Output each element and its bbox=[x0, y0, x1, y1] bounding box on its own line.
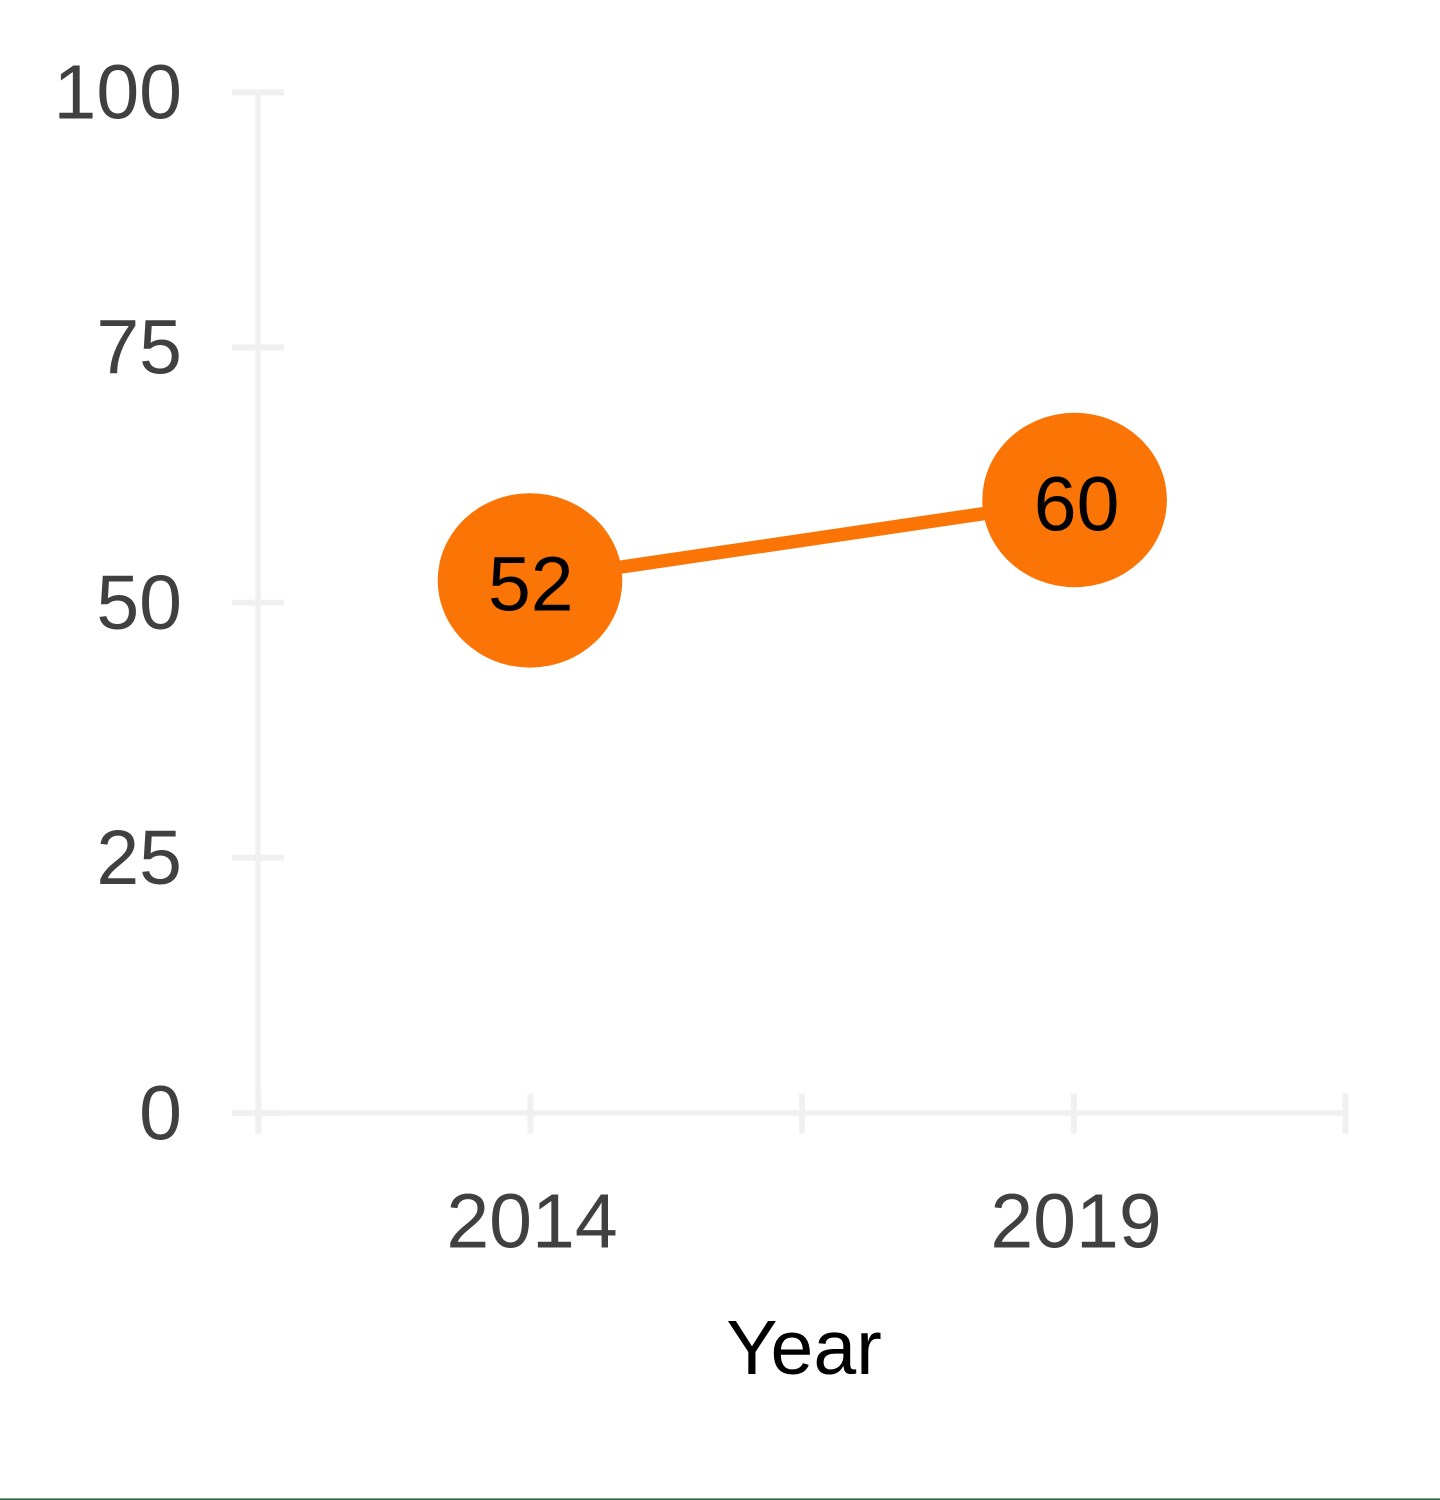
svg-text:25: 25 bbox=[96, 815, 182, 901]
svg-text:100: 100 bbox=[54, 50, 182, 136]
svg-text:52: 52 bbox=[488, 542, 574, 628]
svg-text:Year: Year bbox=[726, 1305, 882, 1391]
svg-text:2014: 2014 bbox=[446, 1179, 617, 1265]
svg-text:2019: 2019 bbox=[990, 1179, 1161, 1265]
svg-text:60: 60 bbox=[1034, 462, 1120, 548]
svg-text:75: 75 bbox=[96, 305, 182, 391]
svg-text:50: 50 bbox=[96, 560, 182, 646]
svg-text:0: 0 bbox=[139, 1070, 182, 1156]
